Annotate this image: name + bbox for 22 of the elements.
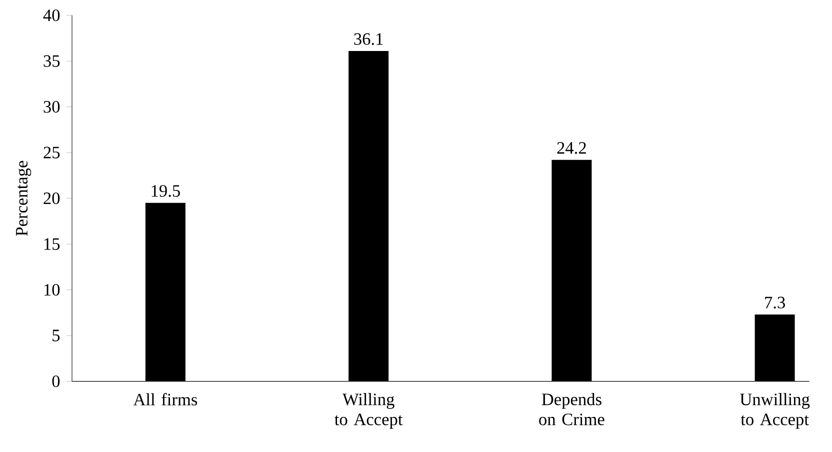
x-tick-label: Depends on Crime	[539, 393, 604, 426]
data-label: 19.5	[152, 185, 180, 197]
x-tick-label: All firms	[133, 393, 198, 406]
y-tick-label: 35	[44, 55, 60, 67]
bar	[348, 51, 389, 382]
bar	[754, 314, 795, 382]
data-label: 7.3	[765, 296, 785, 308]
y-tick-label: 30	[44, 100, 60, 113]
y-tick-label: 5	[52, 330, 60, 342]
y-tick-label: 20	[44, 192, 60, 204]
y-tick-label: 15	[44, 238, 60, 250]
x-tick-label: Willing to Accept	[334, 393, 403, 429]
data-label: 24.2	[557, 142, 586, 154]
y-tick-label: 40	[43, 9, 60, 22]
y-tick-label: 0	[52, 375, 60, 388]
bar	[145, 202, 186, 382]
bar	[552, 160, 592, 382]
data-label: 36.1	[354, 33, 383, 45]
x-tick-label: Unwilling to Accept	[740, 393, 810, 429]
y-tick-label: 25	[44, 146, 60, 158]
y-tick-label: 10	[44, 284, 60, 296]
y-axis-title: Percentage	[16, 160, 32, 236]
